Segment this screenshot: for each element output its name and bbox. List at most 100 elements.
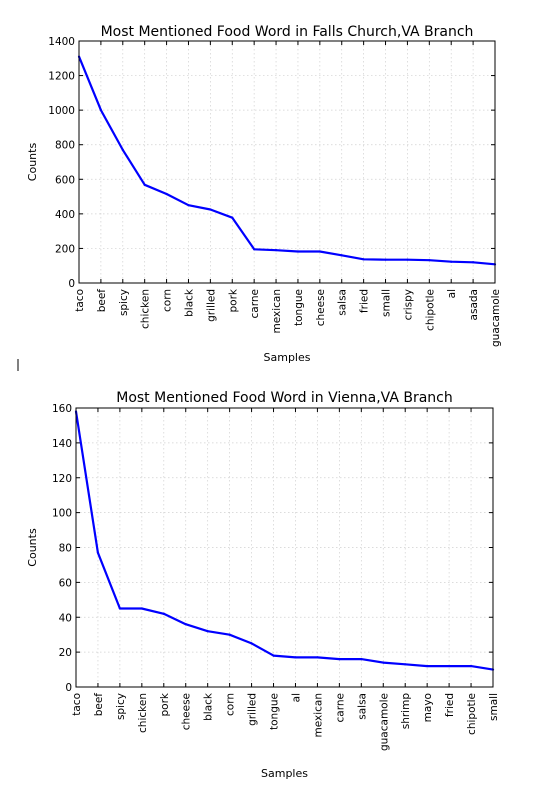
data-point — [338, 658, 341, 661]
x-category-label: carne — [334, 693, 346, 722]
x-category-label: al — [290, 693, 302, 702]
data-point — [382, 661, 385, 664]
x-category-label: fried — [359, 289, 371, 313]
x-category-label: chicken — [137, 693, 149, 733]
y-tick-label: 20 — [59, 647, 72, 659]
y-tick-label: 200 — [55, 243, 75, 255]
x-category-label: small — [381, 289, 393, 317]
x-category-label: cheese — [315, 289, 327, 326]
data-point — [143, 183, 146, 186]
x-category-label: spicy — [118, 289, 130, 316]
data-point — [187, 204, 190, 207]
y-tick-label: 120 — [52, 473, 72, 485]
data-point — [316, 656, 319, 659]
data-point — [228, 633, 231, 636]
data-point — [406, 258, 409, 261]
x-category-label: guacamole — [490, 289, 502, 347]
x-category-label: grilled — [247, 693, 259, 726]
x-category-label: pork — [227, 288, 239, 312]
x-category-label: tongue — [269, 693, 281, 730]
x-category-label: pork — [159, 692, 171, 716]
x-category-label: beef — [93, 693, 105, 717]
x-category-label: tongue — [293, 289, 305, 326]
x-category-label: black — [183, 288, 195, 317]
x-category-label: beef — [96, 289, 108, 313]
y-tick-label: 1000 — [48, 105, 75, 117]
x-category-label: corn — [162, 289, 174, 312]
data-point — [384, 258, 387, 261]
data-point — [426, 664, 429, 668]
data-point — [118, 607, 121, 610]
data-point — [250, 642, 253, 645]
x-category-label: corn — [225, 693, 237, 716]
x-category-label: mayo — [422, 693, 434, 722]
y-tick-label: 100 — [52, 508, 72, 520]
data-point — [253, 248, 256, 251]
series-line — [77, 56, 496, 266]
x-category-label: small — [488, 693, 500, 721]
chart-title: Most Mentioned Food Word in Vienna,VA Br… — [116, 390, 453, 406]
data-point — [450, 260, 453, 263]
data-point — [272, 654, 275, 657]
x-category-label: guacamole — [378, 693, 390, 751]
data-point — [206, 630, 209, 633]
x-category-label: chicken — [140, 289, 152, 329]
x-category-label: crispy — [402, 289, 414, 320]
y-tick-label: 0 — [68, 278, 75, 290]
data-point — [99, 109, 102, 112]
plot-frame — [75, 407, 494, 688]
data-point — [96, 551, 100, 554]
data-point — [294, 656, 297, 659]
data-point — [184, 623, 187, 626]
x-category-label: chipotle — [466, 693, 478, 735]
data-point — [404, 663, 407, 666]
y-tick-label: 140 — [52, 438, 72, 450]
chart-2: 0 20 40 60 80 100 120 140 160 taco beef spicy chicke… — [26, 390, 500, 780]
y-axis-label: Counts — [26, 528, 39, 567]
data-point — [296, 250, 300, 253]
y-tick-label: 40 — [59, 612, 72, 624]
series-line — [74, 411, 494, 671]
x-category-label: grilled — [205, 289, 217, 322]
data-point — [469, 664, 473, 668]
x-category-label: cheese — [181, 693, 193, 730]
y-tick-label: 400 — [55, 209, 75, 221]
y-axis-label: Counts — [26, 143, 39, 182]
x-category-label: spicy — [115, 693, 127, 720]
plot-frame — [78, 40, 496, 284]
x-category-label: asada — [468, 289, 480, 320]
x-category-label: salsa — [356, 693, 368, 720]
y-tick-label: 80 — [59, 543, 72, 555]
y-tick-label: 1200 — [48, 71, 75, 83]
x-category-label: taco — [71, 693, 83, 716]
x-category-label: al — [446, 289, 458, 298]
data-point — [140, 607, 143, 610]
data-point — [472, 261, 475, 264]
data-point — [340, 254, 343, 257]
data-point — [428, 259, 431, 262]
x-category-label: shrimp — [400, 693, 412, 730]
y-tick-label: 0 — [65, 682, 72, 694]
x-axis-label: Samples — [264, 351, 311, 364]
data-point — [162, 612, 165, 615]
data-point — [209, 208, 212, 211]
x-category-label: chipotle — [424, 289, 436, 331]
data-point — [360, 658, 363, 661]
data-point — [274, 249, 278, 252]
x-category-label: mexican — [312, 693, 324, 738]
y-tick-label: 1400 — [48, 36, 75, 48]
data-point — [362, 258, 365, 261]
x-category-label: fried — [444, 693, 456, 717]
data-point — [318, 250, 321, 253]
data-point — [121, 148, 124, 151]
x-category-label: carne — [249, 289, 261, 318]
y-tick-label: 60 — [59, 577, 72, 589]
y-tick-label: 160 — [52, 403, 72, 415]
x-category-label: salsa — [337, 289, 349, 316]
chart-title: Most Mentioned Food Word in Falls Church… — [101, 24, 474, 40]
x-category-label: taco — [74, 289, 86, 312]
x-category-label: mexican — [271, 289, 283, 334]
data-point — [165, 192, 168, 196]
